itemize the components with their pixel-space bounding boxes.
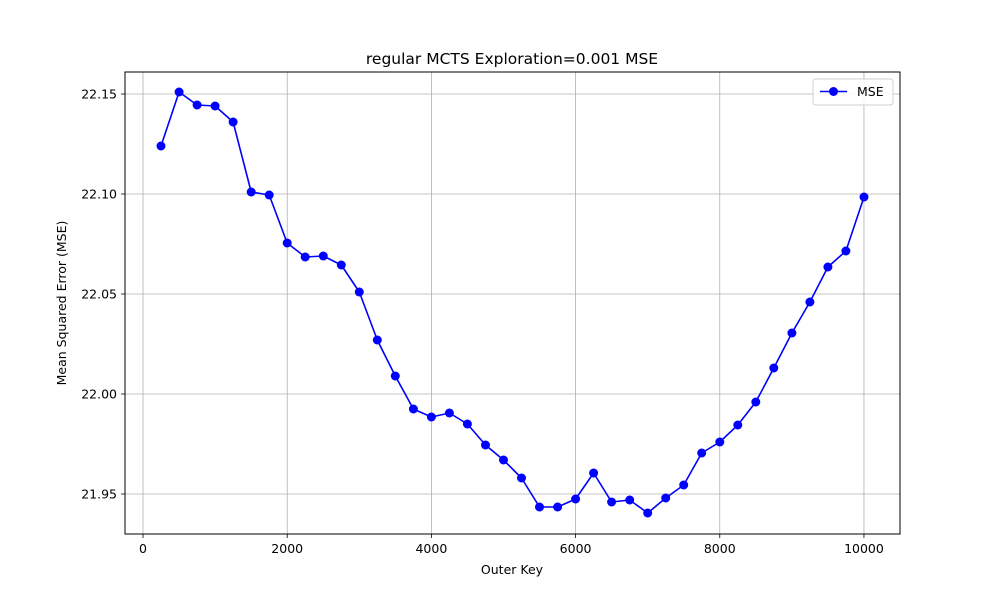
chart-title: regular MCTS Exploration=0.001 MSE (366, 50, 658, 68)
data-point (228, 117, 238, 127)
y-axis-ticks: 21.95 22.00 22.05 22.10 22.15 (81, 87, 125, 502)
data-point (192, 100, 202, 110)
data-point (571, 494, 581, 504)
data-point (859, 192, 869, 202)
legend-label-mse: MSE (857, 84, 884, 99)
plot-area-frame (124, 71, 901, 535)
data-point (607, 497, 617, 507)
data-point (390, 371, 400, 381)
legend-marker-swatch (829, 87, 838, 96)
data-point (408, 404, 418, 414)
x-tick-label: 2000 (271, 541, 303, 556)
x-tick-label: 6000 (560, 541, 592, 556)
data-point (769, 363, 779, 373)
x-axis-ticks: 0 2000 4000 6000 8000 10000 (139, 534, 884, 556)
y-tick-label: 22.00 (81, 387, 117, 402)
data-point (156, 141, 166, 151)
data-point (444, 408, 454, 418)
data-point (589, 468, 599, 478)
data-point (643, 508, 653, 518)
data-point (264, 190, 274, 200)
data-point (697, 448, 707, 458)
data-point (336, 260, 346, 270)
x-tick-label: 4000 (415, 541, 447, 556)
legend-box (812, 78, 894, 106)
x-tick-label: 0 (139, 541, 147, 556)
data-point (535, 502, 544, 512)
data-point (751, 397, 761, 407)
x-axis-label: Outer Key (481, 562, 544, 577)
data-point (517, 473, 526, 483)
x-tick-label: 8000 (704, 541, 736, 556)
series-markers (156, 87, 869, 518)
y-axis-label: Mean Squared Error (MSE) (54, 221, 69, 386)
data-point (318, 251, 328, 261)
data-point (679, 480, 689, 490)
data-point (300, 252, 310, 262)
data-point (625, 495, 635, 505)
data-point (462, 419, 472, 429)
data-point (805, 297, 815, 307)
y-tick-label: 21.95 (81, 487, 117, 502)
data-point (210, 101, 220, 111)
data-point (481, 440, 490, 450)
grid (125, 72, 900, 534)
data-point (661, 493, 671, 503)
data-point (246, 187, 256, 197)
series-line-layer (160, 91, 865, 514)
y-tick-label: 22.05 (81, 287, 117, 302)
y-tick-label: 22.10 (81, 187, 117, 202)
data-point (733, 420, 743, 430)
data-point (715, 437, 725, 447)
data-point (174, 87, 184, 97)
data-point (372, 335, 382, 345)
legend: MSE (812, 78, 894, 106)
data-point (787, 328, 797, 338)
data-point (823, 262, 833, 272)
data-point (354, 287, 364, 297)
data-point (553, 502, 563, 512)
data-point (426, 412, 436, 422)
series-line (160, 91, 865, 514)
data-point (841, 246, 851, 256)
y-tick-label: 22.15 (81, 87, 117, 102)
data-point (499, 455, 508, 465)
x-tick-label: 10000 (844, 541, 884, 556)
data-point (282, 238, 292, 248)
